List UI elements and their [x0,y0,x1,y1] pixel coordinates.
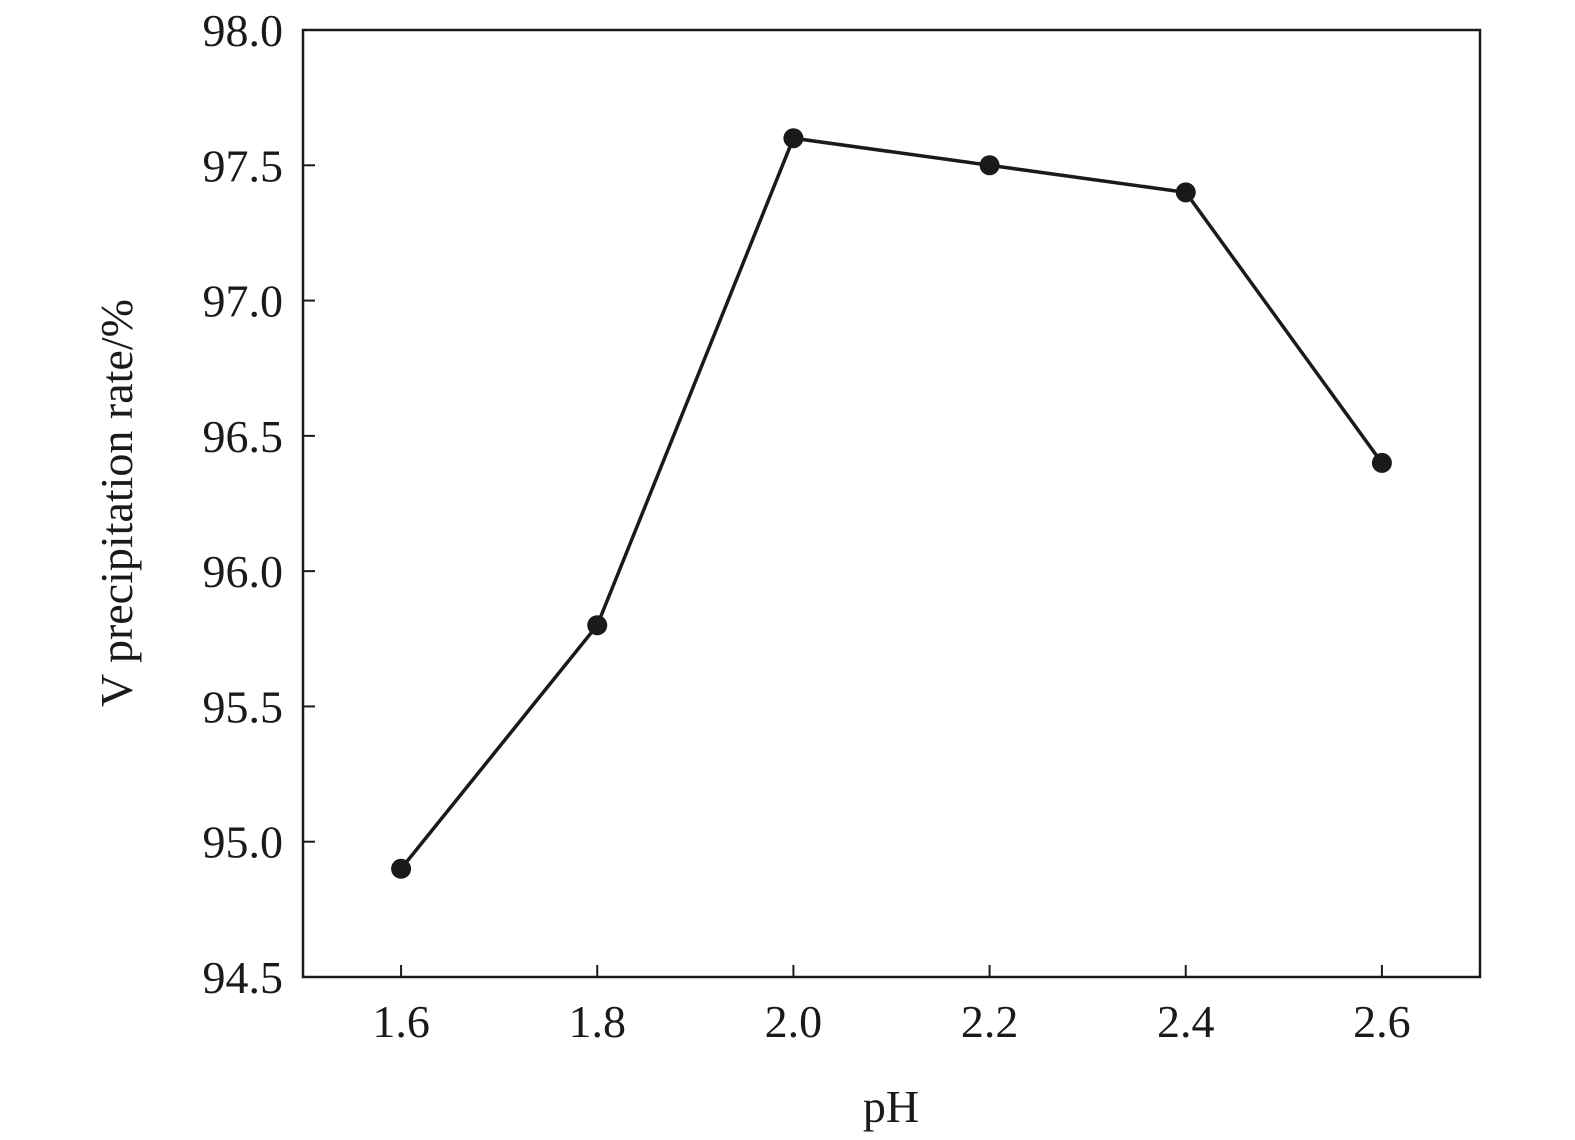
x-tick-label: 2.2 [961,996,1019,1047]
y-tick-label: 95.0 [203,817,284,868]
x-tick-label: 1.6 [372,996,430,1047]
x-axis-title: pH [863,1081,919,1132]
x-tick-label: 1.8 [569,996,627,1047]
data-point [587,615,608,636]
y-tick-label: 97.5 [203,140,284,191]
data-point [1371,452,1392,473]
y-axis-title: V precipitation rate/% [91,299,142,707]
x-tick-label: 2.4 [1157,996,1215,1047]
data-point [979,155,1000,176]
y-tick-label: 98.0 [203,5,284,56]
x-tick-label: 2.0 [765,996,823,1047]
data-point [391,858,412,879]
series-line [399,136,1384,870]
plot-frame [301,28,1482,979]
data-point [1175,182,1196,203]
y-tick-label: 97.0 [203,276,284,327]
y-tick-label: 96.5 [203,411,284,462]
y-tick-label: 95.5 [203,681,284,732]
data-point [783,128,804,149]
x-tick-label: 2.6 [1353,996,1411,1047]
y-tick-label: 94.5 [203,952,284,1003]
y-tick-label: 96.0 [203,546,284,597]
